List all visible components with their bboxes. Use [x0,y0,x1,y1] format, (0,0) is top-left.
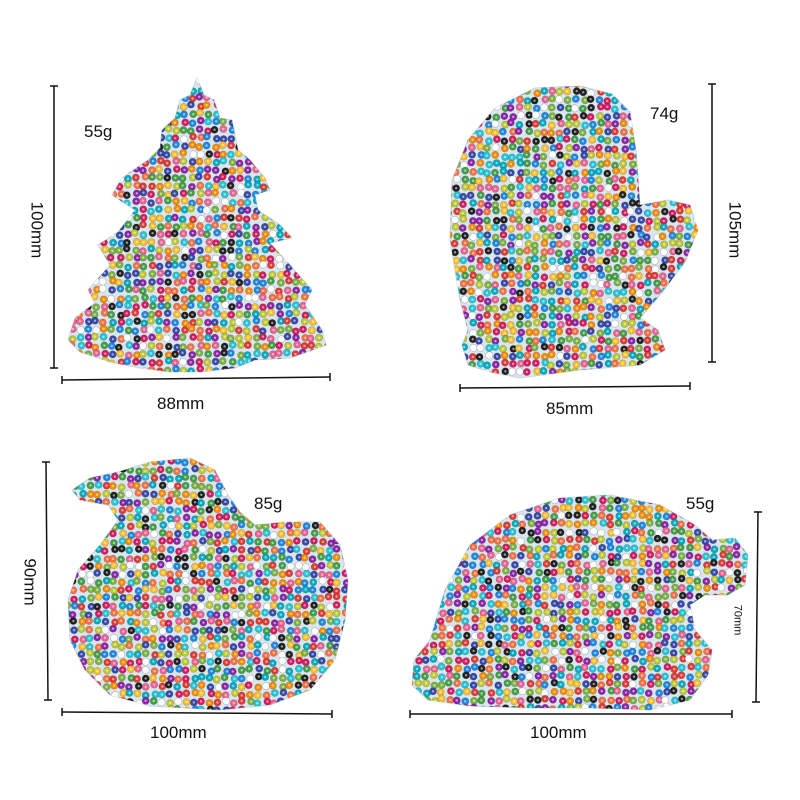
width-label: 100mm [150,723,207,742]
weight-label: 74g [650,104,679,123]
height-label: 70mm [731,604,744,636]
width-label: 88mm [157,394,205,413]
width-label: 85mm [546,399,594,418]
weight-label: 85g [254,494,283,513]
weight-label: 55g [84,122,113,141]
weight-label: 55g [686,494,715,513]
width-label: 100mm [530,723,587,742]
